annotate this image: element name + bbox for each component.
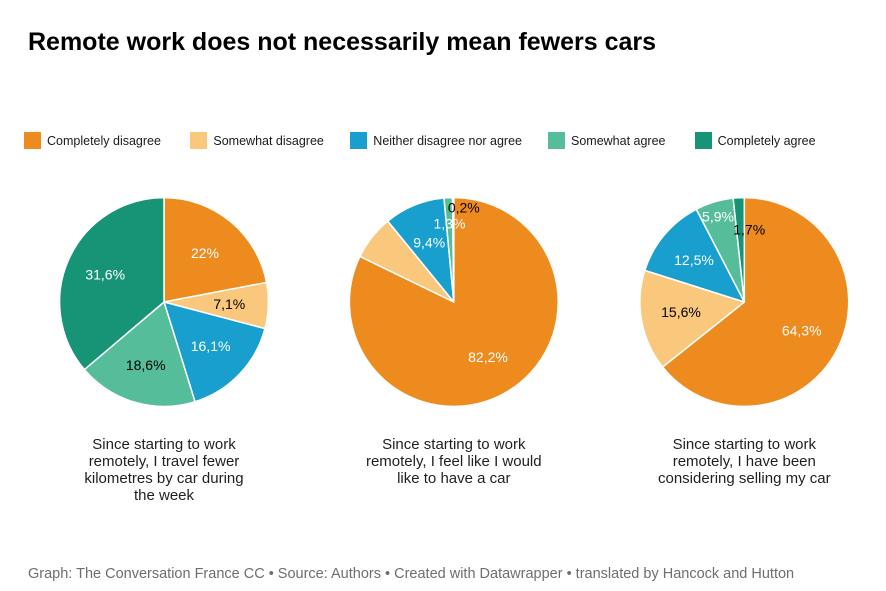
svg-text:82,2%: 82,2% bbox=[468, 349, 508, 365]
svg-text:1,3%: 1,3% bbox=[434, 216, 466, 232]
svg-text:12,5%: 12,5% bbox=[674, 252, 714, 268]
svg-text:64,3%: 64,3% bbox=[782, 323, 822, 339]
svg-text:22%: 22% bbox=[191, 245, 219, 261]
svg-text:1,7%: 1,7% bbox=[733, 222, 765, 238]
svg-text:15,6%: 15,6% bbox=[661, 304, 701, 320]
svg-text:7,1%: 7,1% bbox=[213, 296, 245, 312]
svg-text:0,2%: 0,2% bbox=[448, 200, 480, 216]
svg-text:5,9%: 5,9% bbox=[702, 209, 734, 225]
svg-text:18,6%: 18,6% bbox=[126, 357, 166, 373]
svg-text:9,4%: 9,4% bbox=[413, 235, 445, 251]
svg-text:31,6%: 31,6% bbox=[85, 267, 125, 283]
svg-text:16,1%: 16,1% bbox=[191, 338, 231, 354]
